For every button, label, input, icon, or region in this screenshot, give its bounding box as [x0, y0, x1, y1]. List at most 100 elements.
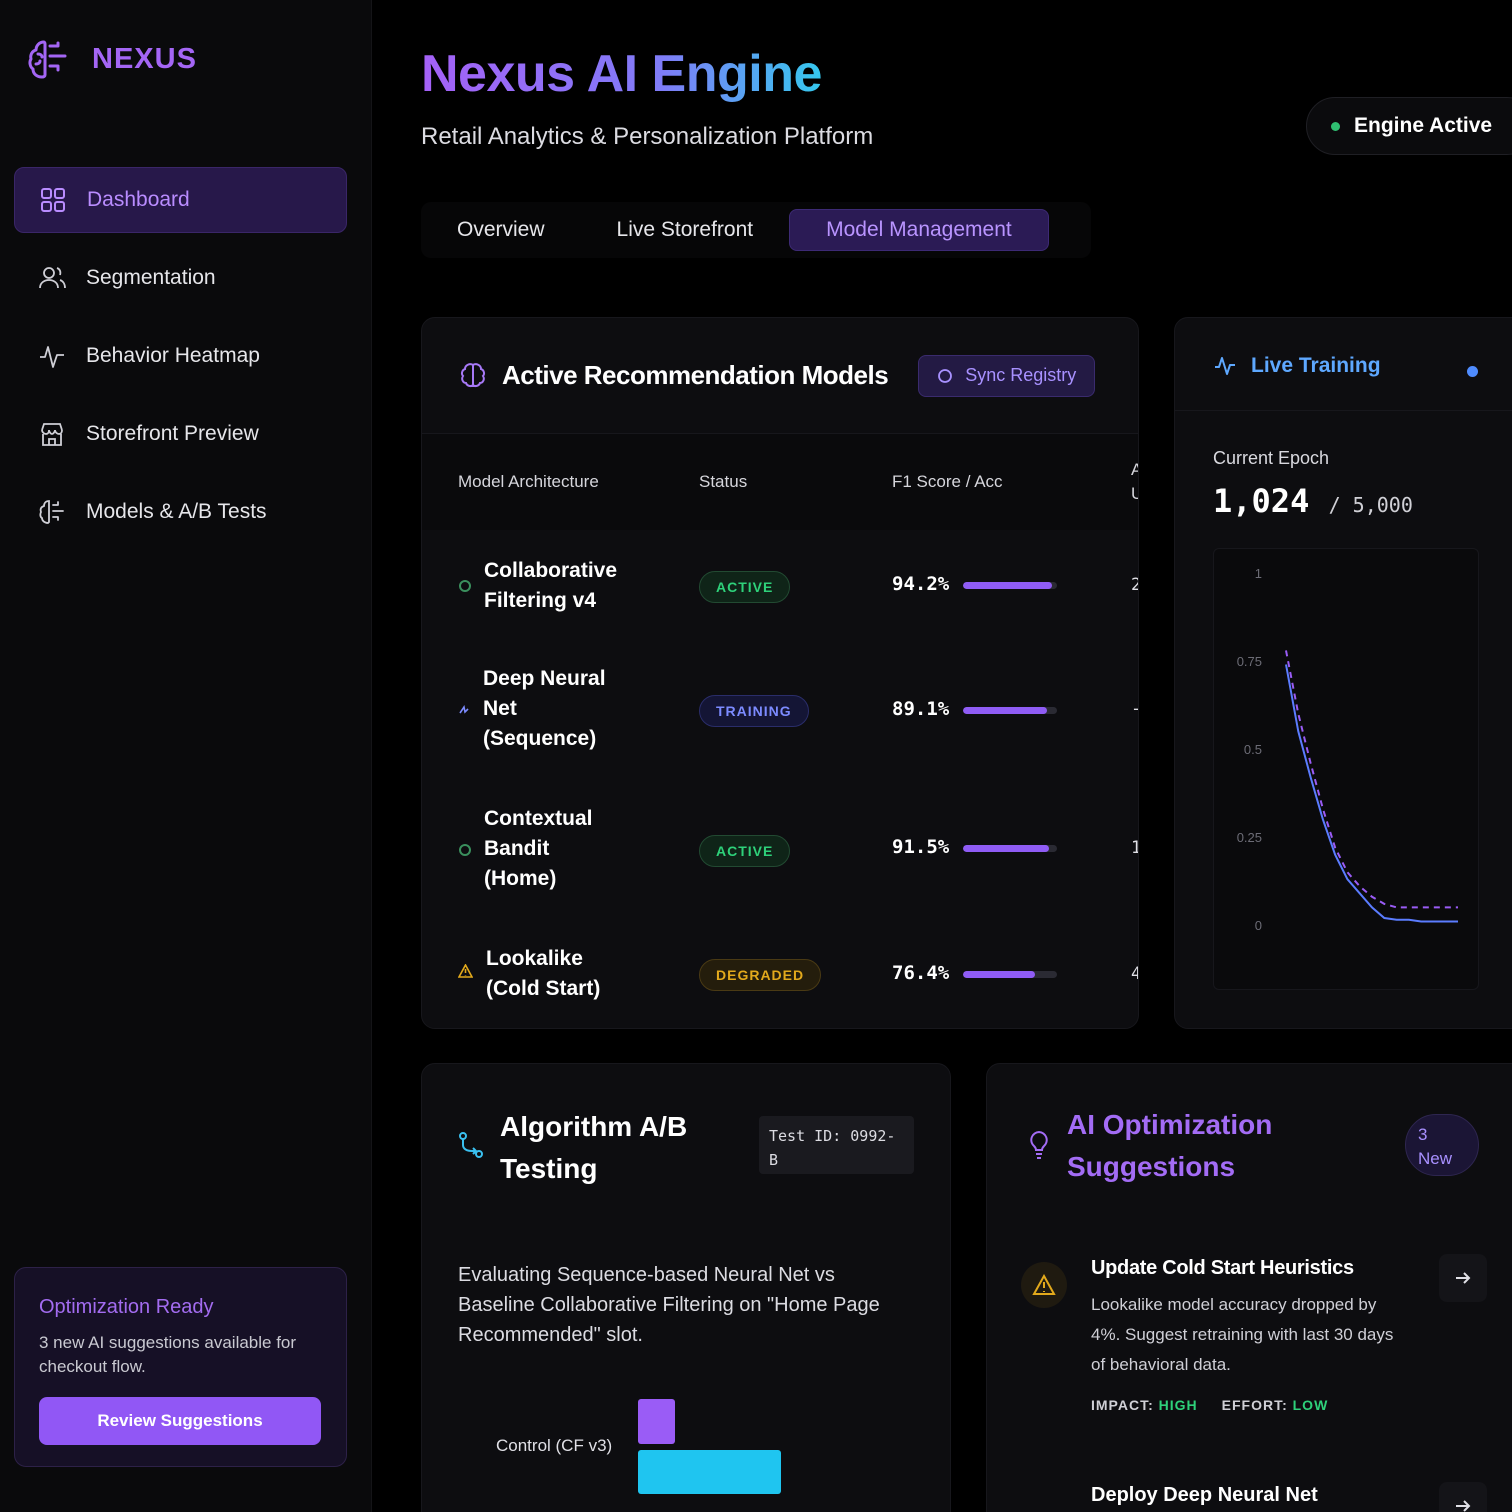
promo-title: Optimization Ready — [39, 1296, 214, 1318]
column-header[interactable]: Activ — [1131, 460, 1138, 480]
sync-registry-label: Sync Registry — [965, 365, 1077, 385]
test-id-badge: Test ID: 0992- B — [759, 1116, 914, 1174]
sidebar-item-behavior-heatmap[interactable]: Behavior Heatmap — [14, 323, 347, 389]
active-users: 450K — [1131, 964, 1138, 984]
tab-bar: Overview Live Storefront Model Managemen… — [421, 202, 1091, 258]
score-bar — [963, 582, 1057, 589]
sidebar-item-label: Models & A/B Tests — [86, 500, 267, 523]
tab-overview[interactable]: Overview — [457, 218, 545, 241]
y-tick-label: 0.75 — [1237, 654, 1262, 669]
table-row[interactable]: Contextual Bandit (Home) ACTIVE 91.5% 1.… — [422, 796, 1138, 926]
score-value: 89.1% — [892, 698, 950, 720]
suggestion-title[interactable]: Deploy Deep Neural Net — [1091, 1484, 1318, 1506]
engine-status-badge[interactable]: Engine Active — [1306, 97, 1512, 155]
refresh-icon — [938, 368, 953, 383]
control-bar-label: Control (CF v3) — [496, 1436, 613, 1455]
promo-description: 3 new AI suggestions available for check… — [39, 1333, 297, 1376]
sidebar-nav: Dashboard Segmentation Behavior Heatmap … — [14, 167, 347, 557]
column-header[interactable]: Status — [699, 472, 748, 491]
training-sparkle-icon — [459, 704, 469, 714]
score-bar — [963, 845, 1057, 852]
sidebar-item-models-ab-tests[interactable]: Models & A/B Tests — [14, 479, 347, 545]
status-dot-icon — [1331, 121, 1340, 131]
apply-suggestion-button[interactable] — [1439, 1482, 1487, 1512]
control-bar — [638, 1450, 781, 1494]
tab-live-storefront[interactable]: Live Storefront — [616, 218, 754, 241]
score-value: 94.2% — [892, 573, 950, 595]
training-loss-line — [1285, 664, 1458, 923]
effort-meta: EFFORT: LOW — [1222, 1397, 1329, 1413]
lightbulb-icon — [1030, 1130, 1048, 1159]
live-training-title: Live Training — [1251, 354, 1381, 377]
column-header[interactable]: F1 Score / Acc — [892, 472, 1003, 491]
engine-status-label: Engine Active — [1354, 114, 1493, 137]
sidebar-item-storefront-preview[interactable]: Storefront Preview — [14, 401, 347, 467]
table-row[interactable]: Collaborative Filtering v4 ACTIVE 94.2% … — [422, 530, 1138, 646]
model-name: Contextual Bandit (Home) — [484, 807, 593, 890]
epoch-value: 1,024 / 5,000 — [1213, 482, 1413, 520]
sidebar-item-dashboard[interactable]: Dashboard — [14, 167, 347, 233]
sidebar-item-label: Behavior Heatmap — [86, 344, 260, 367]
sidebar-item-label: Segmentation — [86, 266, 216, 289]
review-suggestions-button[interactable]: Review Suggestions — [39, 1397, 321, 1445]
active-models-card: Active Recommendation Models Sync Regist… — [421, 317, 1139, 1029]
suggestion-icon-wrap — [1021, 1262, 1067, 1308]
brand[interactable]: NEXUS — [26, 36, 197, 82]
epoch-total: / 5,000 — [1328, 493, 1413, 517]
table-row[interactable]: Lookalike (Cold Start) DEGRADED 76.4% 45… — [422, 936, 1138, 1028]
model-name: Lookalike (Cold Start) — [486, 947, 601, 1000]
status-circle-icon — [459, 580, 471, 592]
status-badge: ACTIVE — [699, 571, 791, 603]
arrow-right-icon — [1456, 1272, 1471, 1284]
live-indicator-dot — [1467, 366, 1478, 377]
table-header: Model Architecture Status F1 Score / Acc… — [422, 434, 1138, 530]
score-bar-fill — [963, 971, 1035, 978]
y-tick-label: 1 — [1255, 566, 1262, 581]
ab-description: Evaluating Sequence-based Neural Net vs … — [458, 1264, 880, 1346]
column-header[interactable]: Model Architecture — [458, 472, 599, 491]
validation-loss-line — [1285, 650, 1458, 909]
column-header[interactable]: Usen — [1131, 484, 1138, 504]
live-training-card: Live Training Current Epoch 1,024 / 5,00… — [1174, 317, 1512, 1029]
active-users: - — [1131, 699, 1138, 719]
suggestion-title[interactable]: Update Cold Start Heuristics — [1091, 1257, 1354, 1279]
sidebar-item-label: Dashboard — [87, 188, 190, 211]
grid-icon — [41, 188, 65, 212]
score-bar — [963, 971, 1057, 978]
ai-suggestions-card: AI Optimization Suggestions 3 New Update… — [986, 1063, 1512, 1512]
brand-name: NEXUS — [92, 42, 197, 75]
effort-value: LOW — [1292, 1397, 1329, 1413]
models-card-title: Active Recommendation Models — [502, 360, 889, 390]
tab-model-management[interactable]: Model Management — [789, 209, 1049, 251]
score-bar-fill — [963, 582, 1052, 589]
page-subtitle: Retail Analytics & Personalization Platf… — [421, 123, 874, 150]
sync-registry-button[interactable]: Sync Registry — [918, 354, 1096, 397]
impact-meta: IMPACT: HIGH — [1091, 1397, 1198, 1413]
activity-icon — [1215, 357, 1235, 375]
activity-icon — [40, 346, 64, 368]
table-row[interactable]: Deep Neural Net (Sequence) TRAINING 89.1… — [422, 656, 1138, 786]
variant-bar — [638, 1399, 675, 1444]
warning-icon — [458, 964, 473, 978]
suggestion-description: Lookalike model accuracy dropped by 4%. … — [1091, 1295, 1394, 1374]
sidebar: NEXUS Dashboard Segmentation Behavior He… — [0, 0, 372, 1512]
live-training-header: Live Training — [1213, 354, 1381, 378]
status-circle-icon — [459, 844, 471, 856]
score-bar — [963, 707, 1057, 714]
impact-label: IMPACT: — [1091, 1397, 1154, 1413]
warning-icon — [1032, 1274, 1056, 1295]
users-icon — [39, 267, 66, 289]
status-badge: TRAINING — [699, 695, 809, 727]
status-badge: DEGRADED — [699, 959, 822, 991]
apply-suggestion-button[interactable] — [1439, 1254, 1487, 1302]
score-bar-fill — [963, 845, 1049, 852]
brain-logo-icon — [28, 40, 67, 79]
models-card-header: Active Recommendation Models Sync Regist… — [422, 318, 1138, 434]
divider — [1175, 410, 1512, 411]
sidebar-item-segmentation[interactable]: Segmentation — [14, 245, 347, 311]
status-badge: ACTIVE — [699, 835, 791, 867]
y-tick-label: 0 — [1255, 918, 1262, 933]
loss-chart-svg: 1 0.75 0.5 0.25 0 — [1237, 566, 1458, 933]
active-users: 1.8M — [1131, 838, 1138, 858]
score-bar-fill — [963, 707, 1047, 714]
